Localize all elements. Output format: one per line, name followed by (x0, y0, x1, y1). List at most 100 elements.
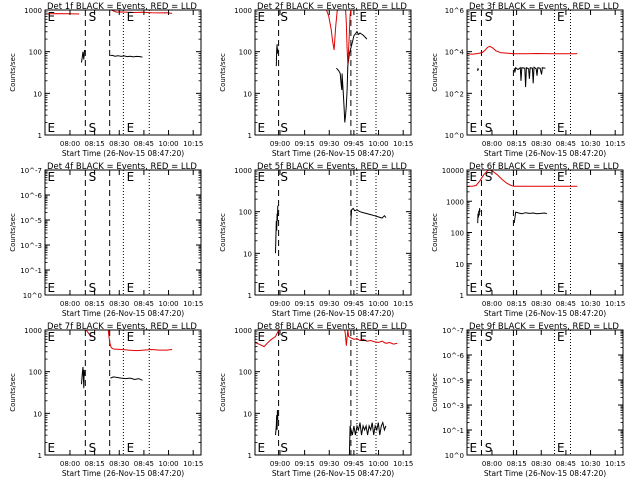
x-tick-label: 09:00 (270, 300, 290, 308)
marker-label-bottom: E (258, 281, 266, 295)
y-axis-label: Counts/sec (9, 213, 17, 252)
marker-label-top: E (48, 330, 56, 344)
y-tick-label: 10 (243, 90, 252, 98)
x-tick-label: 10:00 (368, 140, 388, 148)
y-tick-label: 1000 (24, 7, 42, 15)
x-tick-label: 08:30 (531, 140, 551, 148)
marker-label-bottom: E (359, 281, 367, 295)
y-tick-label: 10^6 (445, 7, 465, 15)
x-tick-label: 08:30 (531, 460, 551, 468)
x-tick-label: 08:00 (60, 300, 80, 308)
y-tick-label: 1000 (446, 198, 464, 206)
y-tick-label: 10^-6 (442, 352, 464, 360)
marker-label-top: E (557, 330, 565, 344)
x-tick-label: 09:15 (295, 140, 315, 148)
x-tick-label: 10:15 (183, 460, 203, 468)
x-tick-label: 10:00 (368, 460, 388, 468)
y-tick-label: 100 (239, 369, 252, 377)
y-axis-label: Counts/sec (9, 373, 17, 412)
y-tick-label: 10^-3 (442, 402, 464, 410)
x-tick-label: 08:00 (60, 460, 80, 468)
x-tick-label: 08:00 (482, 300, 502, 308)
marker-label-bottom: S (485, 281, 493, 295)
marker-label-top: E (127, 170, 135, 184)
marker-label-top: S (89, 330, 97, 344)
marker-label-top: E (258, 10, 266, 24)
y-tick-label: 1 (460, 292, 464, 300)
x-tick-label: 10:15 (183, 140, 203, 148)
marker-label-top: E (470, 330, 478, 344)
x-tick-label: 08:30 (531, 300, 551, 308)
y-tick-label: 10 (243, 410, 252, 418)
marker-label-top: S (485, 10, 493, 24)
marker-label-bottom: S (280, 281, 288, 295)
x-tick-label: 09:45 (344, 300, 364, 308)
x-axis-label: Start Time (26-Nov-15 08:47:20) (272, 149, 394, 158)
marker-label-top: E (557, 10, 565, 24)
y-tick-label: 10^-7 (442, 327, 464, 335)
y-tick-label: 10^-3 (20, 242, 42, 250)
y-tick-label: 10^4 (445, 49, 465, 57)
marker-label-top: S (485, 170, 493, 184)
x-tick-label: 09:15 (295, 300, 315, 308)
y-tick-label: 100 (29, 49, 42, 57)
x-tick-label: 08:15 (507, 300, 527, 308)
y-tick-label: 10^-1 (20, 267, 42, 275)
marker-label-bottom: E (48, 121, 56, 135)
marker-label-top: S (280, 330, 288, 344)
y-axis-label: Counts/sec (219, 213, 227, 252)
x-tick-label: 10:00 (158, 300, 178, 308)
x-tick-label: 08:45 (556, 300, 576, 308)
x-tick-label: 08:30 (109, 140, 129, 148)
y-tick-label: 10^-5 (442, 377, 464, 385)
marker-label-top: E (258, 170, 266, 184)
y-tick-label: 100 (239, 49, 252, 57)
marker-label-top: E (470, 10, 478, 24)
x-tick-label: 08:15 (85, 460, 105, 468)
x-tick-label: 08:00 (482, 140, 502, 148)
x-axis-label: Start Time (26-Nov-15 08:47:20) (272, 309, 394, 318)
x-tick-label: 08:45 (134, 140, 154, 148)
x-axis-label: Start Time (26-Nov-15 08:47:20) (484, 469, 606, 478)
x-axis-label: Start Time (26-Nov-15 08:47:20) (272, 469, 394, 478)
y-axis-label: Counts/sec (431, 373, 439, 412)
marker-label-bottom: E (48, 441, 56, 455)
y-tick-label: 10 (243, 250, 252, 258)
marker-label-top: S (89, 10, 97, 24)
x-tick-label: 09:30 (319, 140, 339, 148)
y-axis-label: Counts/sec (431, 53, 439, 92)
x-tick-label: 10:15 (605, 140, 625, 148)
marker-label-bottom: S (280, 441, 288, 455)
y-tick-label: 1 (38, 132, 42, 140)
y-tick-label: 1 (248, 292, 252, 300)
marker-label-bottom: E (470, 121, 478, 135)
marker-label-bottom: E (470, 441, 478, 455)
y-tick-label: 1 (248, 452, 252, 460)
x-axis-label: Start Time (26-Nov-15 08:47:20) (484, 149, 606, 158)
marker-label-bottom: E (359, 441, 367, 455)
marker-label-bottom: E (557, 121, 565, 135)
marker-label-top: E (359, 170, 367, 184)
marker-label-bottom: S (485, 441, 493, 455)
x-tick-label: 10:15 (605, 460, 625, 468)
x-tick-label: 08:45 (556, 460, 576, 468)
x-tick-label: 09:15 (295, 460, 315, 468)
marker-label-bottom: S (485, 121, 493, 135)
x-tick-label: 10:30 (580, 140, 600, 148)
x-tick-label: 08:15 (507, 140, 527, 148)
y-tick-label: 100 (29, 369, 42, 377)
marker-label-bottom: E (48, 281, 56, 295)
x-tick-label: 10:15 (183, 300, 203, 308)
marker-label-bottom: E (258, 441, 266, 455)
marker-label-bottom: E (127, 281, 135, 295)
y-axis-label: Counts/sec (219, 53, 227, 92)
y-tick-label: 100 (239, 209, 252, 217)
marker-label-bottom: S (280, 121, 288, 135)
y-tick-label: 10000 (442, 167, 464, 175)
y-tick-label: 1000 (234, 7, 252, 15)
x-tick-label: 10:00 (158, 460, 178, 468)
marker-label-top: S (280, 170, 288, 184)
x-tick-label: 09:00 (270, 460, 290, 468)
x-tick-label: 08:30 (109, 460, 129, 468)
y-tick-label: 10^0 (23, 292, 42, 300)
